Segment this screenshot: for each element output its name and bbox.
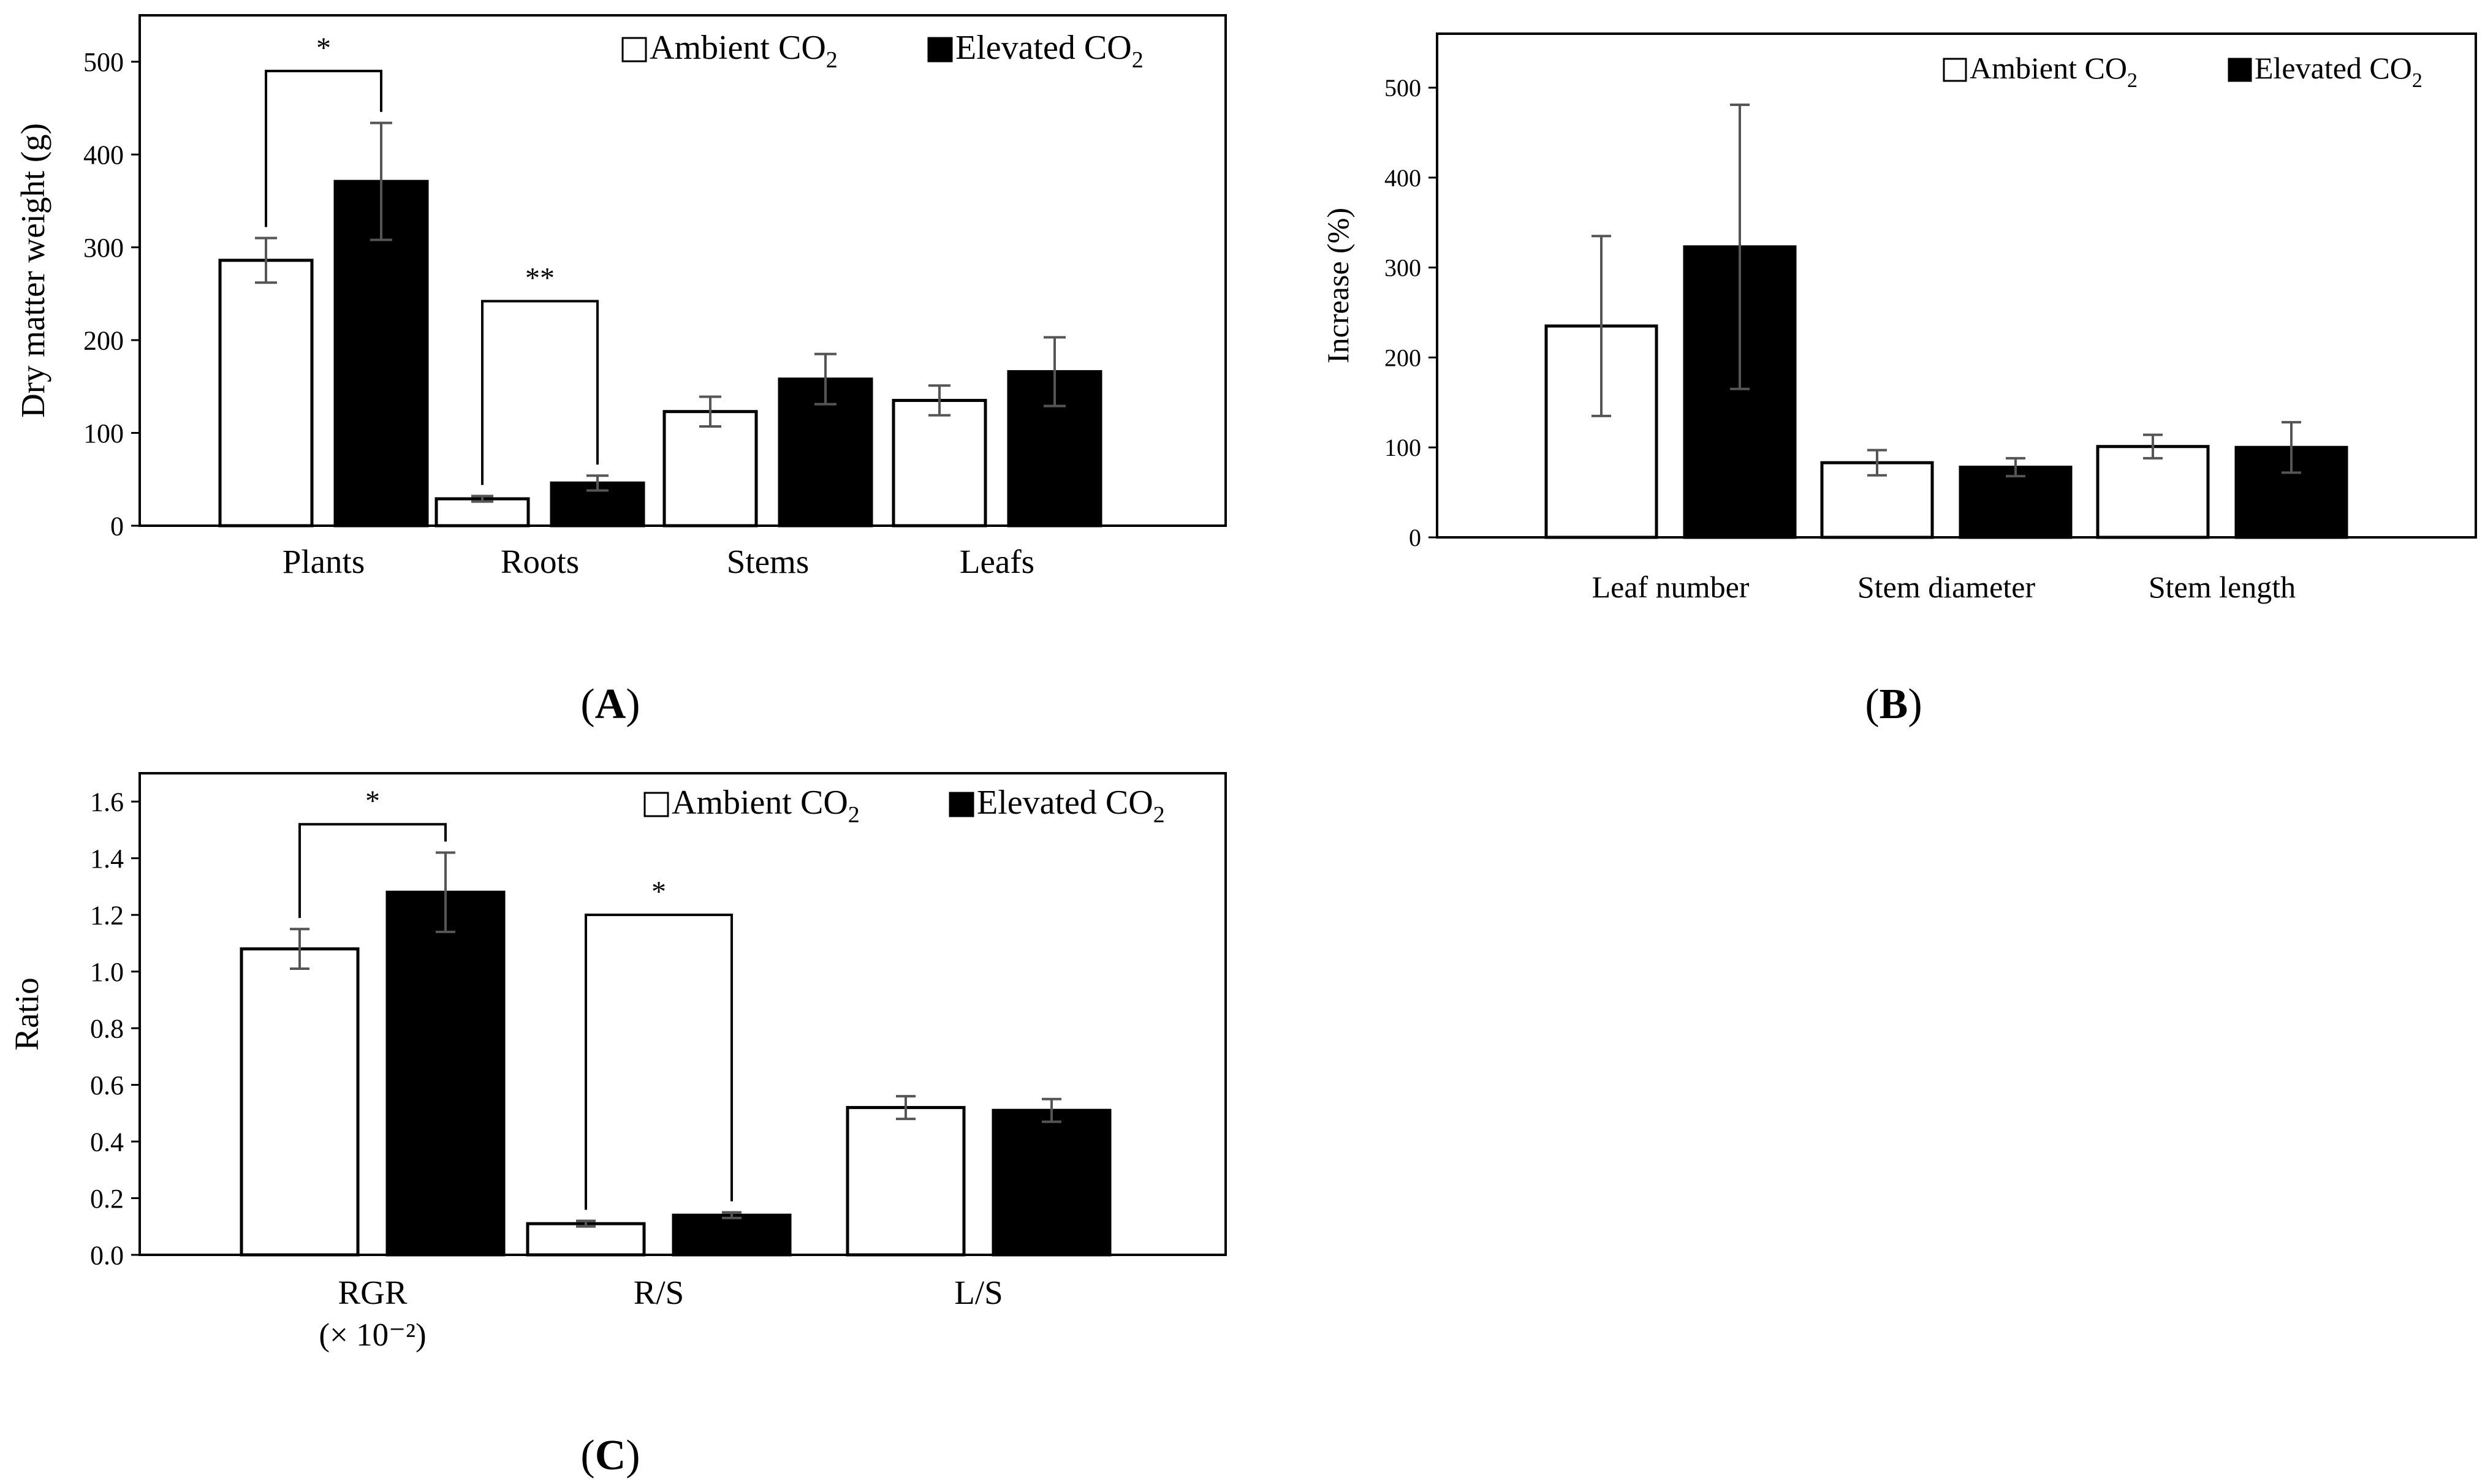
y-tick-label: 500 [1384,74,1421,102]
significance-bracket [298,823,447,918]
category-label: Stem length [2149,570,2296,604]
y-tick-label: 0.0 [90,1240,124,1270]
y-tick-label: 0.2 [90,1184,124,1214]
y-tick-label: 300 [1384,254,1421,282]
bar-elevated-0 [385,890,506,1257]
legend-text-ambient: Ambient CO [650,29,826,67]
y-tick-label: 400 [1384,164,1421,192]
bar-ambient-2 [2096,445,2210,539]
category-label: L/S [954,1274,1003,1311]
legend: Ambient CO2 Elevated CO2 [643,784,1165,828]
y-tick-label: 500 [83,47,124,77]
category-label: Stems [727,543,809,580]
category-label: Leafs [960,543,1034,580]
category-sublabel: (× 10⁻²) [319,1317,426,1353]
panel-label-letter: A [595,681,626,728]
legend-label-ambient: Ambient CO2 [1970,51,2138,92]
legend-text-elevated: Elevated CO [2255,51,2412,85]
significance-bracket [481,300,599,485]
legend-swatch-ambient [1943,58,1967,82]
bar-elevated-1 [672,1213,792,1257]
legend-swatch-ambient [643,792,669,817]
category-label: Leaf number [1592,570,1750,604]
panel-label-close: ) [626,1432,640,1479]
bar-ambient-3 [892,399,987,528]
y-tick-label: 200 [1384,344,1421,371]
legend-label-ambient: Ambient CO2 [672,784,860,828]
panel-c: 0.0 0.2 0.4 0.6 0.8 1.0 1.2 1.4 1.6 Ratio RGR (× 10… [8,772,1227,1479]
legend-label-elevated: Elevated CO2 [2255,51,2422,92]
legend: Ambient CO2 Elevated CO2 [1943,51,2422,92]
panel-b: 0 100 200 300 400 500 Increase (%) Leaf number S… [1321,32,2477,728]
panel-label-open: ( [580,1432,594,1479]
legend-subscript: 2 [826,47,838,73]
y-tick-label: 300 [83,233,124,263]
bar-elevated-2 [992,1108,1112,1257]
legend-subscript: 2 [1132,47,1144,73]
legend-swatch-elevated [927,37,953,62]
category-label: Plants [283,543,365,580]
legend-subscript: 2 [1153,802,1165,828]
significance-marker: ** [525,262,555,294]
y-tick-label: 200 [83,325,124,355]
bar-ambient-2 [846,1106,966,1257]
panel-label-open: ( [580,681,594,728]
y-tick-label: 1.4 [90,844,124,874]
category-label: Stem diameter [1857,570,2036,604]
panel-label-letter: C [595,1432,626,1479]
legend-text-ambient: Ambient CO [672,784,848,822]
y-tick-label: 100 [83,418,124,449]
legend-swatch-elevated [949,792,974,817]
y-tick-label: 0.4 [90,1127,124,1157]
legend-subscript: 2 [2127,69,2138,92]
y-tick-label: 1.6 [90,787,124,817]
bar-ambient-1 [526,1222,646,1257]
y-tick-label: 100 [1384,434,1421,461]
significance-bracket [585,914,733,1210]
legend-label-elevated: Elevated CO2 [955,29,1144,73]
legend-label-elevated: Elevated CO2 [977,784,1165,828]
legend-subscript: 2 [848,802,860,828]
legend-text-ambient: Ambient CO [1970,51,2127,85]
panel-a: 0 100 200 300 400 500 Dry matter weight (g) Pla… [14,14,1227,728]
bar-ambient-2 [662,410,758,528]
y-axis-label: Ratio [8,977,45,1050]
significance-marker: * [651,876,666,908]
y-tick-label: 1.0 [90,957,124,987]
legend-subscript: 2 [2412,69,2422,92]
significance-marker: * [365,785,380,817]
y-tick-label: 0 [1409,524,1421,551]
legend: Ambient CO2 Elevated CO2 [621,29,1144,73]
y-tick-label: 0.6 [90,1070,124,1100]
y-axis-label: Increase (%) [1321,208,1355,363]
panel-label-letter: B [1880,681,1908,728]
bar-ambient-0 [240,947,360,1257]
panel-label: (C) [580,1432,640,1479]
bar-elevated-1 [1959,466,2073,539]
category-label: RGR [338,1274,407,1311]
y-tick-label: 1.2 [90,901,124,931]
panel-label: (A) [580,681,640,728]
y-axis-label: Dry matter weight (g) [14,123,51,418]
legend-swatch-ambient [621,37,647,62]
panel-label: (B) [1865,681,1922,728]
category-label: Roots [501,543,579,580]
y-tick-label: 400 [83,140,124,170]
category-label: R/S [634,1274,685,1311]
panel-label-open: ( [1865,681,1879,728]
legend-swatch-elevated [2228,58,2252,82]
plot-frame [1436,32,2477,539]
legend-label-ambient: Ambient CO2 [650,29,838,73]
legend-text-elevated: Elevated CO [977,784,1153,822]
significance-bracket [265,69,382,227]
bar-ambient-1 [434,497,530,528]
bar-ambient-0 [218,259,314,528]
panel-label-close: ) [1908,681,1922,728]
significance-marker: * [316,32,331,64]
panel-label-close: ) [626,681,640,728]
legend-text-elevated: Elevated CO [955,29,1132,67]
y-tick-label: 0.8 [90,1014,124,1044]
y-tick-label: 0 [110,511,124,541]
